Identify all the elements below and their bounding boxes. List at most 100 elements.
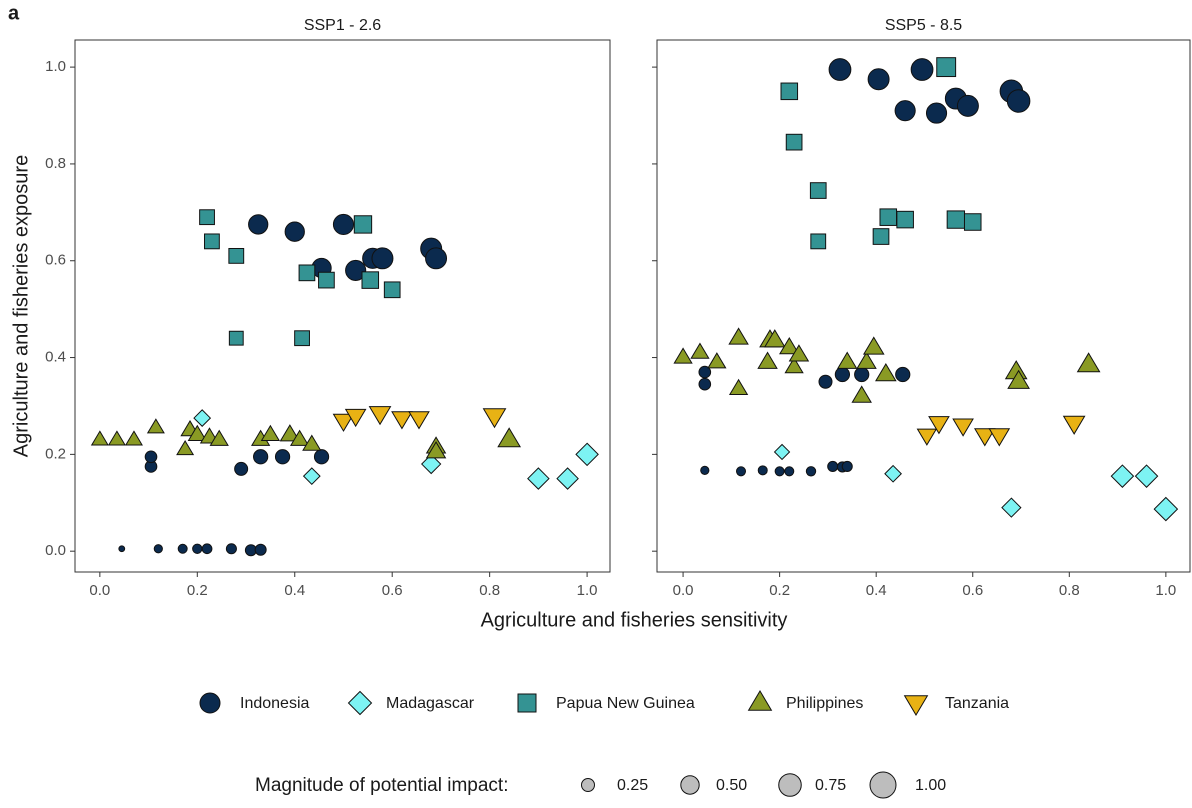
point [867,68,890,91]
point [248,214,269,235]
point [834,366,851,383]
x-tick-label: 0.8 [1059,582,1080,599]
point [371,247,394,270]
size-legend-symbol [869,771,897,799]
point [851,385,872,403]
point [925,102,948,124]
point [345,259,367,281]
point [187,424,207,442]
point [313,449,330,465]
point [1007,369,1030,389]
x-tick-label: 0.0 [673,582,694,599]
point [107,430,126,446]
point [225,543,237,555]
point [1153,496,1179,522]
point [274,449,291,465]
y-tick-label: 0.6 [45,252,66,269]
point [862,336,885,355]
point [575,442,599,467]
point [872,228,890,245]
legend-symbol [903,695,929,716]
point [254,543,267,556]
panel-tag: a [8,2,20,24]
point [391,411,413,430]
point [805,466,817,477]
size-legend-symbol [680,775,700,795]
point [973,428,996,447]
point [700,465,710,475]
point [234,461,249,476]
point [298,264,316,282]
legend-symbol [199,692,221,714]
point [153,544,163,554]
point [707,352,727,369]
point [146,418,165,434]
point [90,430,109,446]
point [193,409,212,427]
point [788,344,810,362]
point [302,434,322,451]
size-legend-label: 0.50 [716,777,747,794]
point [260,424,281,442]
point [952,418,974,437]
point [383,281,401,299]
legend-symbol [747,690,773,711]
point [928,416,950,435]
point [176,440,195,456]
size-legend-label: 0.75 [815,777,846,794]
x-tick-label: 0.0 [89,582,110,599]
legend-symbol [517,693,537,713]
point [1062,415,1086,435]
point [896,210,914,229]
point [289,429,310,446]
point [856,351,877,369]
point [879,208,898,226]
point [818,374,833,389]
legend-symbol [347,690,373,716]
point [757,465,768,476]
point [757,351,778,369]
point [556,467,579,490]
point [425,441,447,459]
point [192,543,203,554]
point [497,427,522,448]
legend-label: Madagascar [386,695,475,712]
y-tick-label: 1.0 [45,58,66,75]
panel-title: SSP1 - 2.6 [304,17,381,34]
point [228,330,244,346]
point [527,467,550,490]
x-tick-label: 0.8 [479,582,500,599]
plot-panel [656,39,1191,573]
y-tick-label: 0.2 [45,445,66,462]
point [302,467,321,486]
size-legend-label: 1.00 [915,777,946,794]
point [698,377,712,391]
plot-panel [74,39,611,573]
point [728,327,749,345]
point [144,450,158,464]
point [332,213,355,236]
point [774,466,785,477]
legend-label: Indonesia [240,695,309,712]
point [421,453,442,475]
x-tick-label: 0.4 [284,582,305,599]
legend-label: Papua New Guinea [556,695,695,712]
x-tick-label: 1.0 [1155,582,1176,599]
point [784,357,804,374]
point [353,215,373,234]
point [780,82,799,101]
point [779,337,800,355]
point [177,543,188,554]
point [988,428,1011,447]
y-tick-label: 0.8 [45,155,66,172]
point [199,209,215,226]
point [332,413,355,432]
x-tick-label: 0.4 [866,582,887,599]
point [294,330,310,347]
point [946,210,966,229]
point [1134,464,1159,488]
point [284,221,305,242]
y-tick-label: 0.4 [45,349,66,366]
point [228,247,245,264]
